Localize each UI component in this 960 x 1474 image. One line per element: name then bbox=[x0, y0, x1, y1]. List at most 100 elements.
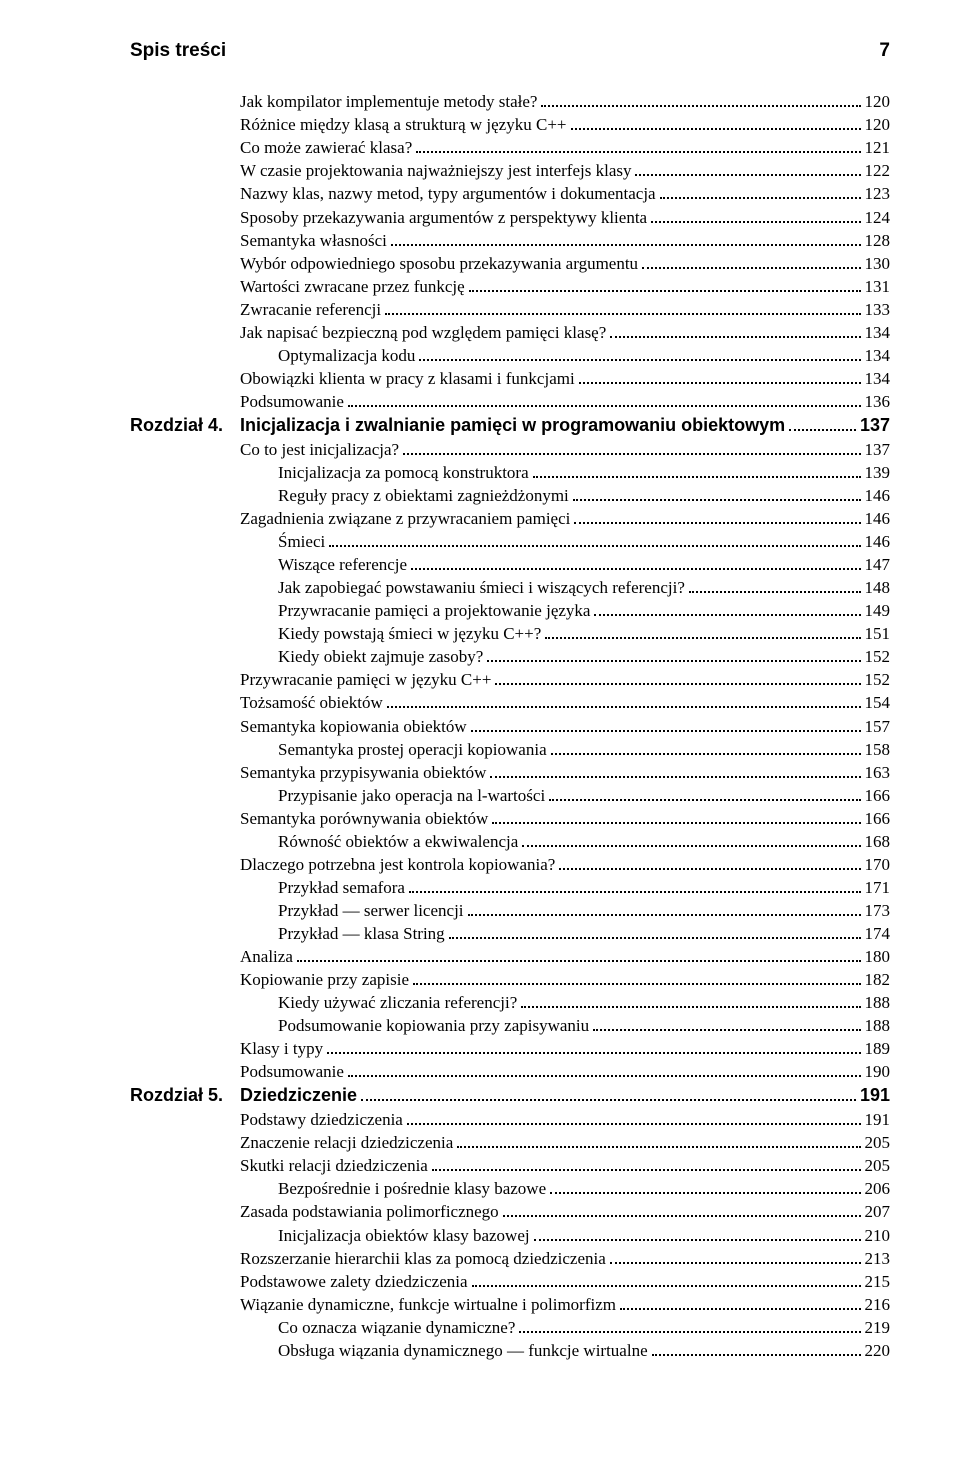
toc-entry-page: 157 bbox=[865, 716, 891, 738]
toc-entry-label: Podsumowanie kopiowania przy zapisywaniu bbox=[278, 1015, 589, 1037]
toc-leader-dots bbox=[487, 645, 860, 662]
toc-entry-page: 188 bbox=[865, 992, 891, 1014]
toc-leader-dots bbox=[610, 1246, 861, 1263]
toc-row: Inicjalizacja za pomocą konstruktora139 bbox=[130, 461, 890, 484]
toc-leader-dots bbox=[573, 484, 861, 501]
toc-leader-dots bbox=[541, 90, 860, 107]
chapter-row: Rozdział 5.Dziedziczenie191 bbox=[130, 1085, 890, 1106]
toc-leader-dots bbox=[579, 367, 861, 384]
toc-entry-page: 216 bbox=[865, 1294, 891, 1316]
toc-entry-page: 131 bbox=[865, 276, 891, 298]
toc-entry-page: 206 bbox=[865, 1178, 891, 1200]
toc-leader-dots bbox=[469, 274, 861, 291]
toc-row: Jak kompilator implementuje metody stałe… bbox=[130, 90, 890, 113]
toc-leader-dots bbox=[642, 251, 860, 268]
toc-leader-dots bbox=[471, 714, 861, 731]
toc-row: Co to jest inicjalizacja?137 bbox=[130, 438, 890, 461]
toc-leader-dots bbox=[521, 991, 860, 1008]
toc-row: Podstawowe zalety dziedziczenia215 bbox=[130, 1269, 890, 1292]
toc-entry-label: Podstawowe zalety dziedziczenia bbox=[240, 1271, 468, 1293]
toc-entry-label: Kiedy powstają śmieci w języku C++? bbox=[278, 623, 541, 645]
toc-entry-page: 180 bbox=[865, 946, 891, 968]
page-header: Spis treści 7 bbox=[130, 40, 890, 62]
toc-entry-page: 182 bbox=[865, 969, 891, 991]
toc-entry-label: Rozszerzanie hierarchii klas za pomocą d… bbox=[240, 1248, 606, 1270]
header-page-number: 7 bbox=[879, 40, 890, 62]
toc-row: Semantyka kopiowania obiektów157 bbox=[130, 714, 890, 737]
toc-row: Nazwy klas, nazwy metod, typy argumentów… bbox=[130, 182, 890, 205]
toc-entry-page: 213 bbox=[865, 1248, 891, 1270]
toc-leader-dots bbox=[297, 945, 861, 962]
toc-row: Wybór odpowiedniego sposobu przekazywani… bbox=[130, 251, 890, 274]
toc-row: Jak napisać bezpieczną pod względem pami… bbox=[130, 320, 890, 343]
toc-row: Wiszące referencje147 bbox=[130, 553, 890, 576]
toc-entry-page: 152 bbox=[865, 669, 891, 691]
toc-leader-dots bbox=[559, 853, 860, 870]
toc-row: Semantyka prostej operacji kopiowania158 bbox=[130, 737, 890, 760]
toc-entry-label: Podsumowanie bbox=[240, 391, 344, 413]
toc-entry-page: 151 bbox=[865, 623, 891, 645]
toc-leader-dots bbox=[468, 899, 861, 916]
toc-entry-label: Optymalizacja kodu bbox=[278, 345, 415, 367]
toc-leader-dots bbox=[432, 1154, 861, 1171]
toc-leader-dots bbox=[519, 1315, 860, 1332]
toc-entry-label: Skutki relacji dziedziczenia bbox=[240, 1155, 428, 1177]
toc-entry-label: W czasie projektowania najważniejszy jes… bbox=[240, 160, 631, 182]
toc-entry-label: Sposoby przekazywania argumentów z persp… bbox=[240, 207, 647, 229]
toc-entry-page: 170 bbox=[865, 854, 891, 876]
toc-entry-page: 188 bbox=[865, 1015, 891, 1037]
toc-entry-page: 166 bbox=[865, 785, 891, 807]
toc-row: Semantyka własności128 bbox=[130, 228, 890, 251]
toc-leader-dots bbox=[534, 1223, 861, 1240]
toc-leader-dots bbox=[689, 576, 861, 593]
chapter-row: Rozdział 4.Inicjalizacja i zwalnianie pa… bbox=[130, 415, 890, 436]
toc-entry-label: Zasada podstawiania polimorficznego bbox=[240, 1201, 499, 1223]
toc-leader-dots bbox=[660, 182, 861, 199]
toc-row: Kiedy obiekt zajmuje zasoby? 152 bbox=[130, 645, 890, 668]
toc-leader-dots bbox=[385, 297, 860, 314]
toc-entry-page: 134 bbox=[865, 345, 891, 367]
toc-leader-dots bbox=[416, 136, 860, 153]
toc-leader-dots bbox=[403, 438, 860, 455]
toc-entry-page: 173 bbox=[865, 900, 891, 922]
toc-leader-dots bbox=[620, 1292, 860, 1309]
toc-entry-label: Co oznacza wiązanie dynamiczne? bbox=[278, 1317, 515, 1339]
toc-entry-label: Różnice między klasą a strukturą w język… bbox=[240, 114, 567, 136]
chapter-title-wrap: Dziedziczenie 191 bbox=[240, 1085, 890, 1106]
toc-entry-label: Zwracanie referencji bbox=[240, 299, 381, 321]
toc-entry-label: Semantyka własności bbox=[240, 230, 387, 252]
toc-entry-label: Przykład — klasa String bbox=[278, 923, 445, 945]
toc-entry-label: Wartości zwracane przez funkcję bbox=[240, 276, 465, 298]
toc-entry-page: 130 bbox=[865, 253, 891, 275]
toc-entry-page: 152 bbox=[865, 646, 891, 668]
toc-leader-dots bbox=[533, 461, 861, 478]
toc-row: Kiedy powstają śmieci w języku C++? 151 bbox=[130, 622, 890, 645]
toc-row: Przykład semafora171 bbox=[130, 876, 890, 899]
toc-entry-label: Przywracanie pamięci w języku C++ bbox=[240, 669, 491, 691]
toc-leader-dots bbox=[651, 205, 860, 222]
toc-entry-page: 120 bbox=[865, 91, 891, 113]
toc-entry-label: Śmieci bbox=[278, 531, 325, 553]
toc-leader-dots bbox=[348, 390, 861, 407]
toc-leader-dots bbox=[574, 507, 860, 524]
toc-row: Obsługa wiązania dynamicznego — funkcje … bbox=[130, 1338, 890, 1361]
toc-leader-dots bbox=[551, 737, 861, 754]
toc-leader-dots bbox=[522, 829, 860, 846]
toc-entry-label: Przykład — serwer licencji bbox=[278, 900, 464, 922]
chapter-page: 191 bbox=[860, 1085, 890, 1106]
toc-entry-page: 149 bbox=[865, 600, 891, 622]
toc-row: W czasie projektowania najważniejszy jes… bbox=[130, 159, 890, 182]
toc-entry-label: Jak napisać bezpieczną pod względem pami… bbox=[240, 322, 606, 344]
toc-leader-dots bbox=[348, 1060, 861, 1077]
toc-row: Śmieci146 bbox=[130, 530, 890, 553]
toc-entry-page: 147 bbox=[865, 554, 891, 576]
toc-leader-dots bbox=[635, 159, 860, 176]
toc-entry-page: 171 bbox=[865, 877, 891, 899]
toc-entry-label: Przypisanie jako operacja na l-wartości bbox=[278, 785, 545, 807]
toc-entry-label: Kiedy obiekt zajmuje zasoby? bbox=[278, 646, 483, 668]
chapter-title: Dziedziczenie bbox=[240, 1085, 357, 1106]
toc-entry-page: 146 bbox=[865, 485, 891, 507]
toc-row: Zagadnienia związane z przywracaniem pam… bbox=[130, 507, 890, 530]
toc-leader-dots bbox=[594, 599, 860, 616]
toc-entry-page: 168 bbox=[865, 831, 891, 853]
